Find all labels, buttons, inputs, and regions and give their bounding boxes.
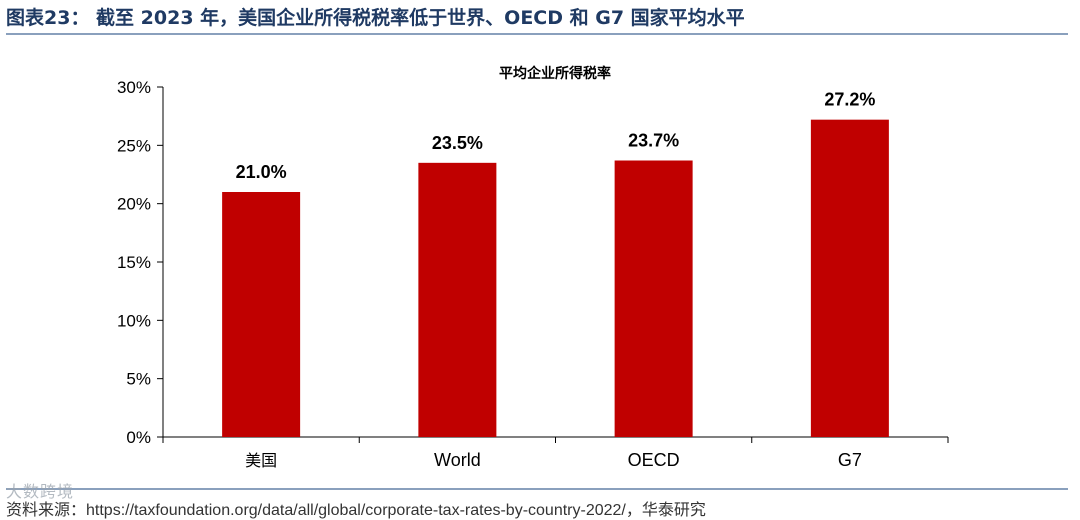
x-tick-label: OECD	[628, 450, 680, 470]
y-tick-label: 20%	[117, 195, 151, 214]
x-axis: 美国 World OECD G7	[162, 436, 949, 470]
data-labels: 21.0% 23.5% 23.7% 27.2%	[236, 90, 876, 182]
bar-oecd	[614, 160, 693, 437]
y-tick-label: 25%	[117, 136, 151, 155]
bottom-divider	[6, 488, 1068, 490]
bars	[222, 119, 889, 438]
top-divider	[6, 33, 1068, 35]
x-tick-label: G7	[838, 450, 862, 470]
chart-title: 平均企业所得税率	[499, 65, 611, 82]
y-tick-label: 30%	[117, 78, 151, 97]
y-tick-label: 10%	[117, 311, 151, 330]
data-label: 21.0%	[236, 162, 287, 182]
y-tick-label: 5%	[126, 370, 151, 389]
y-tick-label: 0%	[126, 428, 151, 447]
bar-chart: 平均企业所得税率 0% 5% 10% 15% 20% 25% 30% 美国 World OECD…	[117, 65, 949, 470]
x-tick-label: 美国	[245, 451, 277, 470]
y-tick-label: 15%	[117, 253, 151, 272]
y-axis: 0% 5% 10% 15% 20% 25% 30%	[117, 78, 164, 447]
bar-g7	[810, 119, 889, 438]
data-label: 23.7%	[628, 131, 679, 151]
watermark: 大数跨境	[6, 482, 75, 501]
bar-美国	[222, 192, 301, 437]
figure-title: 图表23： 截至 2023 年，美国企业所得税税率低于世界、OECD 和 G7 …	[6, 7, 745, 29]
x-tick-label: World	[434, 450, 481, 470]
bar-world	[418, 162, 497, 437]
source-note: 资料来源：https://taxfoundation.org/data/all/…	[6, 502, 706, 519]
data-label: 23.5%	[432, 133, 483, 153]
data-label: 27.2%	[824, 90, 875, 110]
